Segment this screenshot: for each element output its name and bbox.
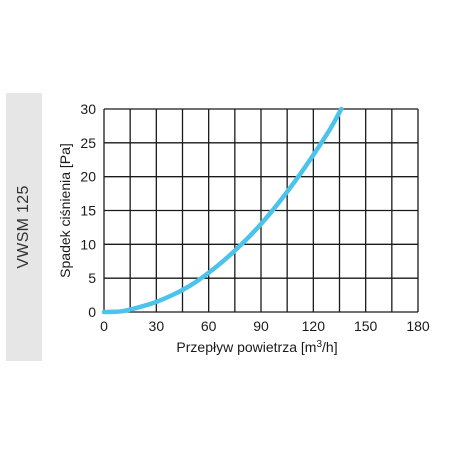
x-axis-label-prefix: Przepływ powietrza [m xyxy=(176,339,316,355)
chart-series xyxy=(101,106,344,315)
y-tick-label: 5 xyxy=(88,270,96,286)
y-tick-labels: 0 5 10 15 20 25 30 xyxy=(80,101,96,320)
x-tick-label: 120 xyxy=(302,318,326,334)
y-tick-label: 15 xyxy=(80,203,96,219)
y-tick-label: 30 xyxy=(80,101,96,117)
y-tick-label: 0 xyxy=(88,304,96,320)
x-tick-label: 30 xyxy=(149,318,165,334)
x-tick-label: 0 xyxy=(100,318,108,334)
y-tick-label: 25 xyxy=(80,135,96,151)
x-tick-labels: 0 30 60 90 120 150 180 xyxy=(100,318,430,334)
x-axis-label-sup: 3 xyxy=(316,339,322,350)
x-tick-label: 150 xyxy=(354,318,378,334)
x-tick-label: 90 xyxy=(253,318,269,334)
x-tick-label: 60 xyxy=(201,318,217,334)
x-axis-label: Przepływ powietrza [m3/h] xyxy=(176,339,337,356)
series-line xyxy=(101,106,344,315)
x-tick-label: 180 xyxy=(406,318,430,334)
y-tick-label: 10 xyxy=(80,236,96,252)
x-axis-label-suffix: /h] xyxy=(322,339,338,355)
chart-grid xyxy=(103,108,419,313)
y-tick-label: 20 xyxy=(80,169,96,185)
side-band xyxy=(6,93,42,361)
y-axis-label: Spadek ciśnienia [Pa] xyxy=(57,143,73,278)
